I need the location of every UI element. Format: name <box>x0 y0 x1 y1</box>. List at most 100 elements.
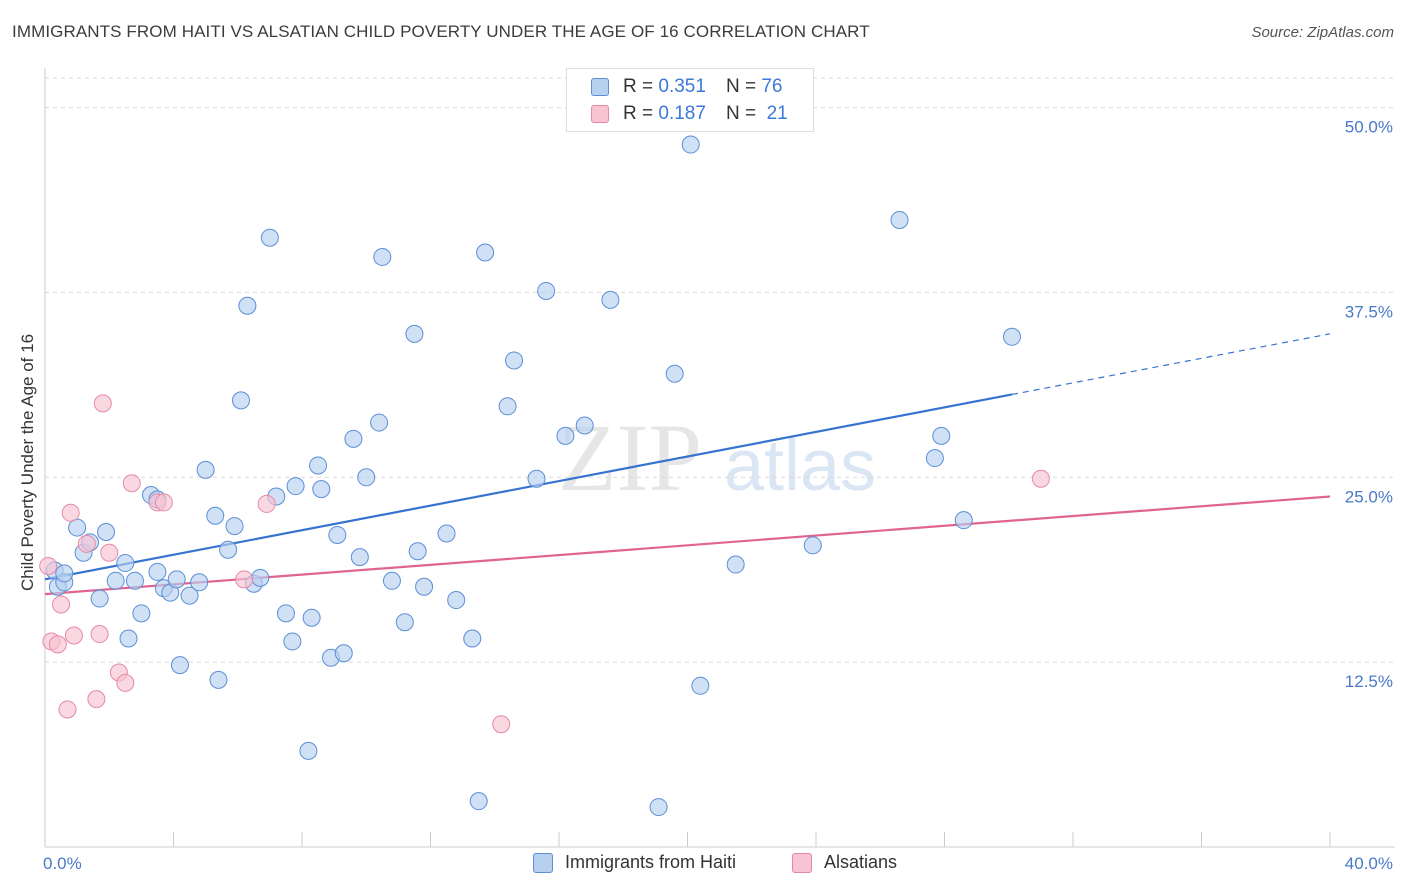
haiti-point <box>498 397 517 416</box>
haiti-point <box>283 632 302 651</box>
haiti-point <box>299 741 318 760</box>
haiti-point <box>344 429 363 448</box>
haiti-point <box>276 604 295 623</box>
haiti-point <box>505 351 524 370</box>
haiti-point <box>328 525 347 544</box>
bottom-legend-swatch-alsatians <box>792 852 812 873</box>
haiti-point <box>925 449 944 468</box>
legend-n-label: N = <box>725 76 757 97</box>
haiti-point <box>260 228 279 247</box>
alsatian-point <box>100 543 119 562</box>
alsatian-point <box>257 494 276 513</box>
alsatian-point <box>48 635 67 654</box>
haiti-point <box>447 591 466 610</box>
haiti-point <box>527 469 546 488</box>
alsatian-point <box>90 625 109 644</box>
haiti-point <box>209 670 228 689</box>
haiti-point <box>575 416 594 435</box>
alsatian-point <box>1031 469 1050 488</box>
legend-row-haiti: R = 0.351 N = 76 <box>591 75 782 99</box>
haiti-point <box>463 629 482 648</box>
alsatian-point <box>154 493 173 512</box>
alsatian-point <box>61 503 80 522</box>
legend-n-value: 21 <box>766 103 788 124</box>
haiti-point <box>803 536 822 555</box>
haiti-point <box>665 364 684 383</box>
haiti-point <box>231 391 250 410</box>
legend-r-label: R = <box>623 76 654 97</box>
x-tick-label: 40.0% <box>1345 854 1393 873</box>
legend-r-label: R = <box>623 103 654 124</box>
legend-swatch-alsatians <box>591 105 609 123</box>
haiti-point <box>954 511 973 530</box>
bottom-legend-label-alsatians: Alsatians <box>824 852 898 872</box>
haiti-point <box>309 456 328 475</box>
haiti-point <box>190 573 209 592</box>
y-tick-label: 12.5% <box>1345 672 1393 691</box>
haiti-point <box>312 480 331 499</box>
haiti-point <box>1002 327 1021 346</box>
haiti-point <box>476 243 495 262</box>
haiti-point <box>382 571 401 590</box>
alsatian-point <box>64 626 83 645</box>
haiti-point <box>90 589 109 608</box>
haiti-point <box>357 468 376 487</box>
haiti-point <box>119 629 138 648</box>
bottom-legend: Immigrants from Haiti Alsatians <box>0 852 1406 878</box>
legend-n-value: 76 <box>761 76 783 97</box>
haiti-point <box>932 426 951 445</box>
haiti-point <box>334 644 353 663</box>
haiti-point <box>681 135 700 154</box>
haiti-point <box>370 413 389 432</box>
haiti-point <box>286 477 305 496</box>
haiti-point <box>691 676 710 695</box>
y-tick-label: 25.0% <box>1345 487 1393 506</box>
bottom-legend-label-haiti: Immigrants from Haiti <box>565 852 737 872</box>
haiti-point <box>556 426 575 445</box>
haiti-point <box>350 548 369 567</box>
haiti-point <box>196 460 215 479</box>
haiti-point <box>55 564 74 583</box>
watermark-atlas: atlas <box>724 426 876 506</box>
haiti-trend-extension <box>1011 333 1331 396</box>
bottom-legend-haiti: Immigrants from Haiti <box>533 852 736 873</box>
alsatian-point <box>122 474 141 493</box>
legend-row-alsatians: R = 0.187 N = 21 <box>591 102 788 126</box>
alsatian-point <box>116 673 135 692</box>
alsatian-point <box>87 690 106 709</box>
haiti-point <box>469 792 488 811</box>
haiti-trend-line <box>44 393 1013 581</box>
haiti-point <box>148 562 167 581</box>
haiti-point <box>373 247 392 266</box>
haiti-point <box>437 524 456 543</box>
haiti-point <box>125 571 144 590</box>
haiti-point <box>219 540 238 559</box>
legend-r-value: 0.187 <box>658 103 706 124</box>
legend-swatch-haiti <box>591 78 609 96</box>
haiti-point <box>251 568 270 587</box>
haiti-point <box>206 506 225 525</box>
alsatian-point <box>58 700 77 719</box>
haiti-point <box>132 604 151 623</box>
watermark: ZIP atlas <box>558 404 876 511</box>
haiti-point <box>408 542 427 561</box>
bottom-legend-alsatians: Alsatians <box>792 852 897 873</box>
y-axis-label: Child Poverty Under the Age of 16 <box>18 334 37 591</box>
alsatian-point <box>235 570 254 589</box>
haiti-point <box>116 554 135 573</box>
y-tick-label: 50.0% <box>1345 118 1393 137</box>
legend: R = 0.351 N = 76 R = 0.187 N = 21 <box>566 68 814 132</box>
haiti-point <box>726 555 745 574</box>
x-tick-label: 0.0% <box>43 854 82 873</box>
haiti-point <box>537 281 556 300</box>
bottom-legend-swatch-haiti <box>533 852 553 873</box>
alsatian-point <box>492 715 511 734</box>
legend-n-label: N = <box>725 103 757 124</box>
haiti-point <box>170 656 189 675</box>
haiti-point <box>180 586 199 605</box>
y-tick-label: 37.5% <box>1345 302 1393 321</box>
legend-r-value: 0.351 <box>658 76 706 97</box>
alsatian-point <box>52 595 71 614</box>
haiti-point <box>97 523 116 542</box>
alsatian-point <box>93 394 112 413</box>
